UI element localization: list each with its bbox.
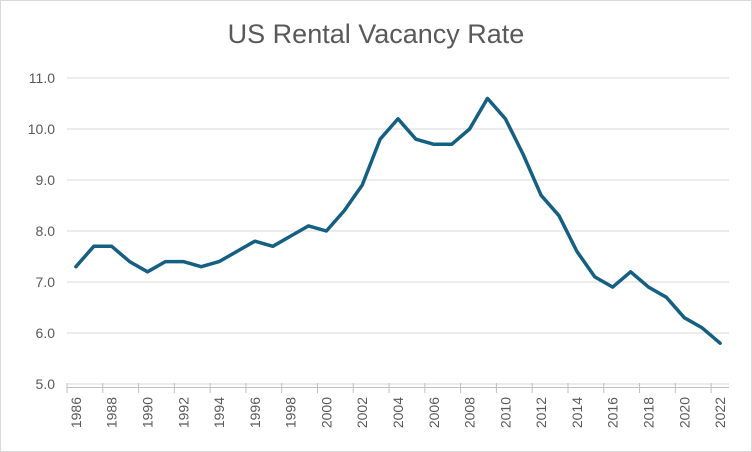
x-axis-tick-label: 2016 — [605, 397, 621, 428]
x-axis-tick-label: 2006 — [426, 397, 442, 428]
x-axis-tick-label: 1994 — [211, 397, 227, 428]
y-axis-tick-label: 8.0 — [36, 223, 56, 239]
chart-title: US Rental Vacancy Rate — [227, 19, 525, 49]
y-axis-tick-label: 10.0 — [28, 121, 55, 137]
x-axis-tick-label: 2018 — [640, 397, 656, 428]
x-axis-tick-label: 1986 — [68, 397, 84, 428]
x-axis-tick-label: 2014 — [569, 397, 585, 428]
x-axis-tick-label: 2008 — [462, 397, 478, 428]
y-axis-tick-label: 6.0 — [36, 325, 56, 341]
x-axis-tick-label: 1990 — [140, 397, 156, 428]
y-axis-tick-label: 7.0 — [36, 274, 56, 290]
y-axis-tick-label: 9.0 — [36, 172, 56, 188]
x-axis-tick-label: 2020 — [676, 397, 692, 428]
x-axis-tick-label: 2002 — [354, 397, 370, 428]
x-axis-tick-label: 2012 — [533, 397, 549, 428]
x-axis-tick-label: 1992 — [175, 397, 191, 428]
x-axis-tick-label: 1996 — [247, 397, 263, 428]
x-axis-tick-label: 1988 — [104, 397, 120, 428]
x-axis-tick-label: 1998 — [283, 397, 299, 428]
x-axis-tick-label: 2000 — [318, 397, 334, 428]
y-axis-tick-label: 11.0 — [29, 70, 55, 86]
y-axis-tick-label: 5.0 — [36, 376, 56, 392]
x-axis-tick-label: 2010 — [497, 397, 513, 428]
x-axis-tick-label: 2004 — [390, 397, 406, 428]
vacancy-rate-series-line — [74, 96, 722, 345]
x-axis-tick-label: 2022 — [712, 397, 728, 428]
